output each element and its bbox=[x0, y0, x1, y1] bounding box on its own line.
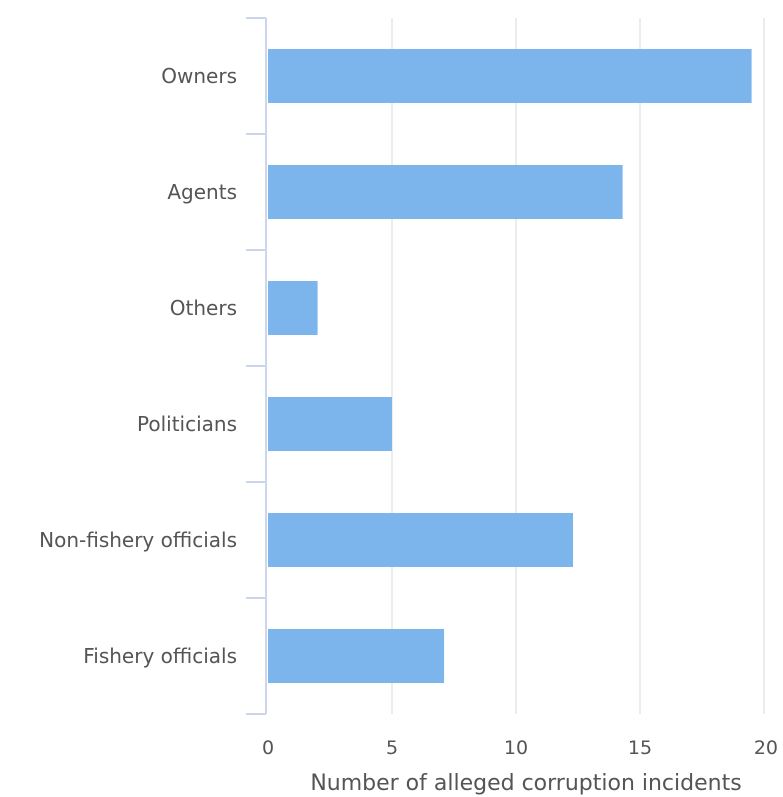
bar-agents bbox=[268, 165, 623, 219]
x-tick-label: 0 bbox=[262, 737, 274, 759]
gridlines bbox=[391, 18, 765, 714]
bar-fishery-officials bbox=[268, 629, 445, 683]
x-tick-label: 20 bbox=[754, 737, 778, 759]
category-label: Owners bbox=[161, 64, 237, 88]
x-axis-title: Number of alleged corruption incidents bbox=[310, 771, 741, 796]
x-tick-labels: 0 5 10 15 20 bbox=[262, 737, 778, 759]
category-label: Politicians bbox=[137, 412, 237, 436]
category-label: Agents bbox=[167, 180, 237, 204]
bar-others bbox=[268, 281, 318, 335]
category-labels: Owners Agents Others Politicians Non-fishery… bbox=[39, 64, 237, 668]
x-tick-label: 5 bbox=[386, 737, 398, 759]
x-tick-label: 10 bbox=[504, 737, 528, 759]
y-axis bbox=[246, 17, 267, 715]
category-label: Fishery officials bbox=[83, 644, 237, 668]
bar-non-fishery-officials bbox=[268, 513, 574, 567]
bar-owners bbox=[268, 49, 752, 103]
bar-politicians bbox=[268, 397, 392, 451]
x-tick-label: 15 bbox=[628, 737, 652, 759]
category-label: Non-fishery officials bbox=[39, 528, 237, 552]
bars bbox=[268, 49, 752, 683]
category-label: Others bbox=[170, 296, 237, 320]
